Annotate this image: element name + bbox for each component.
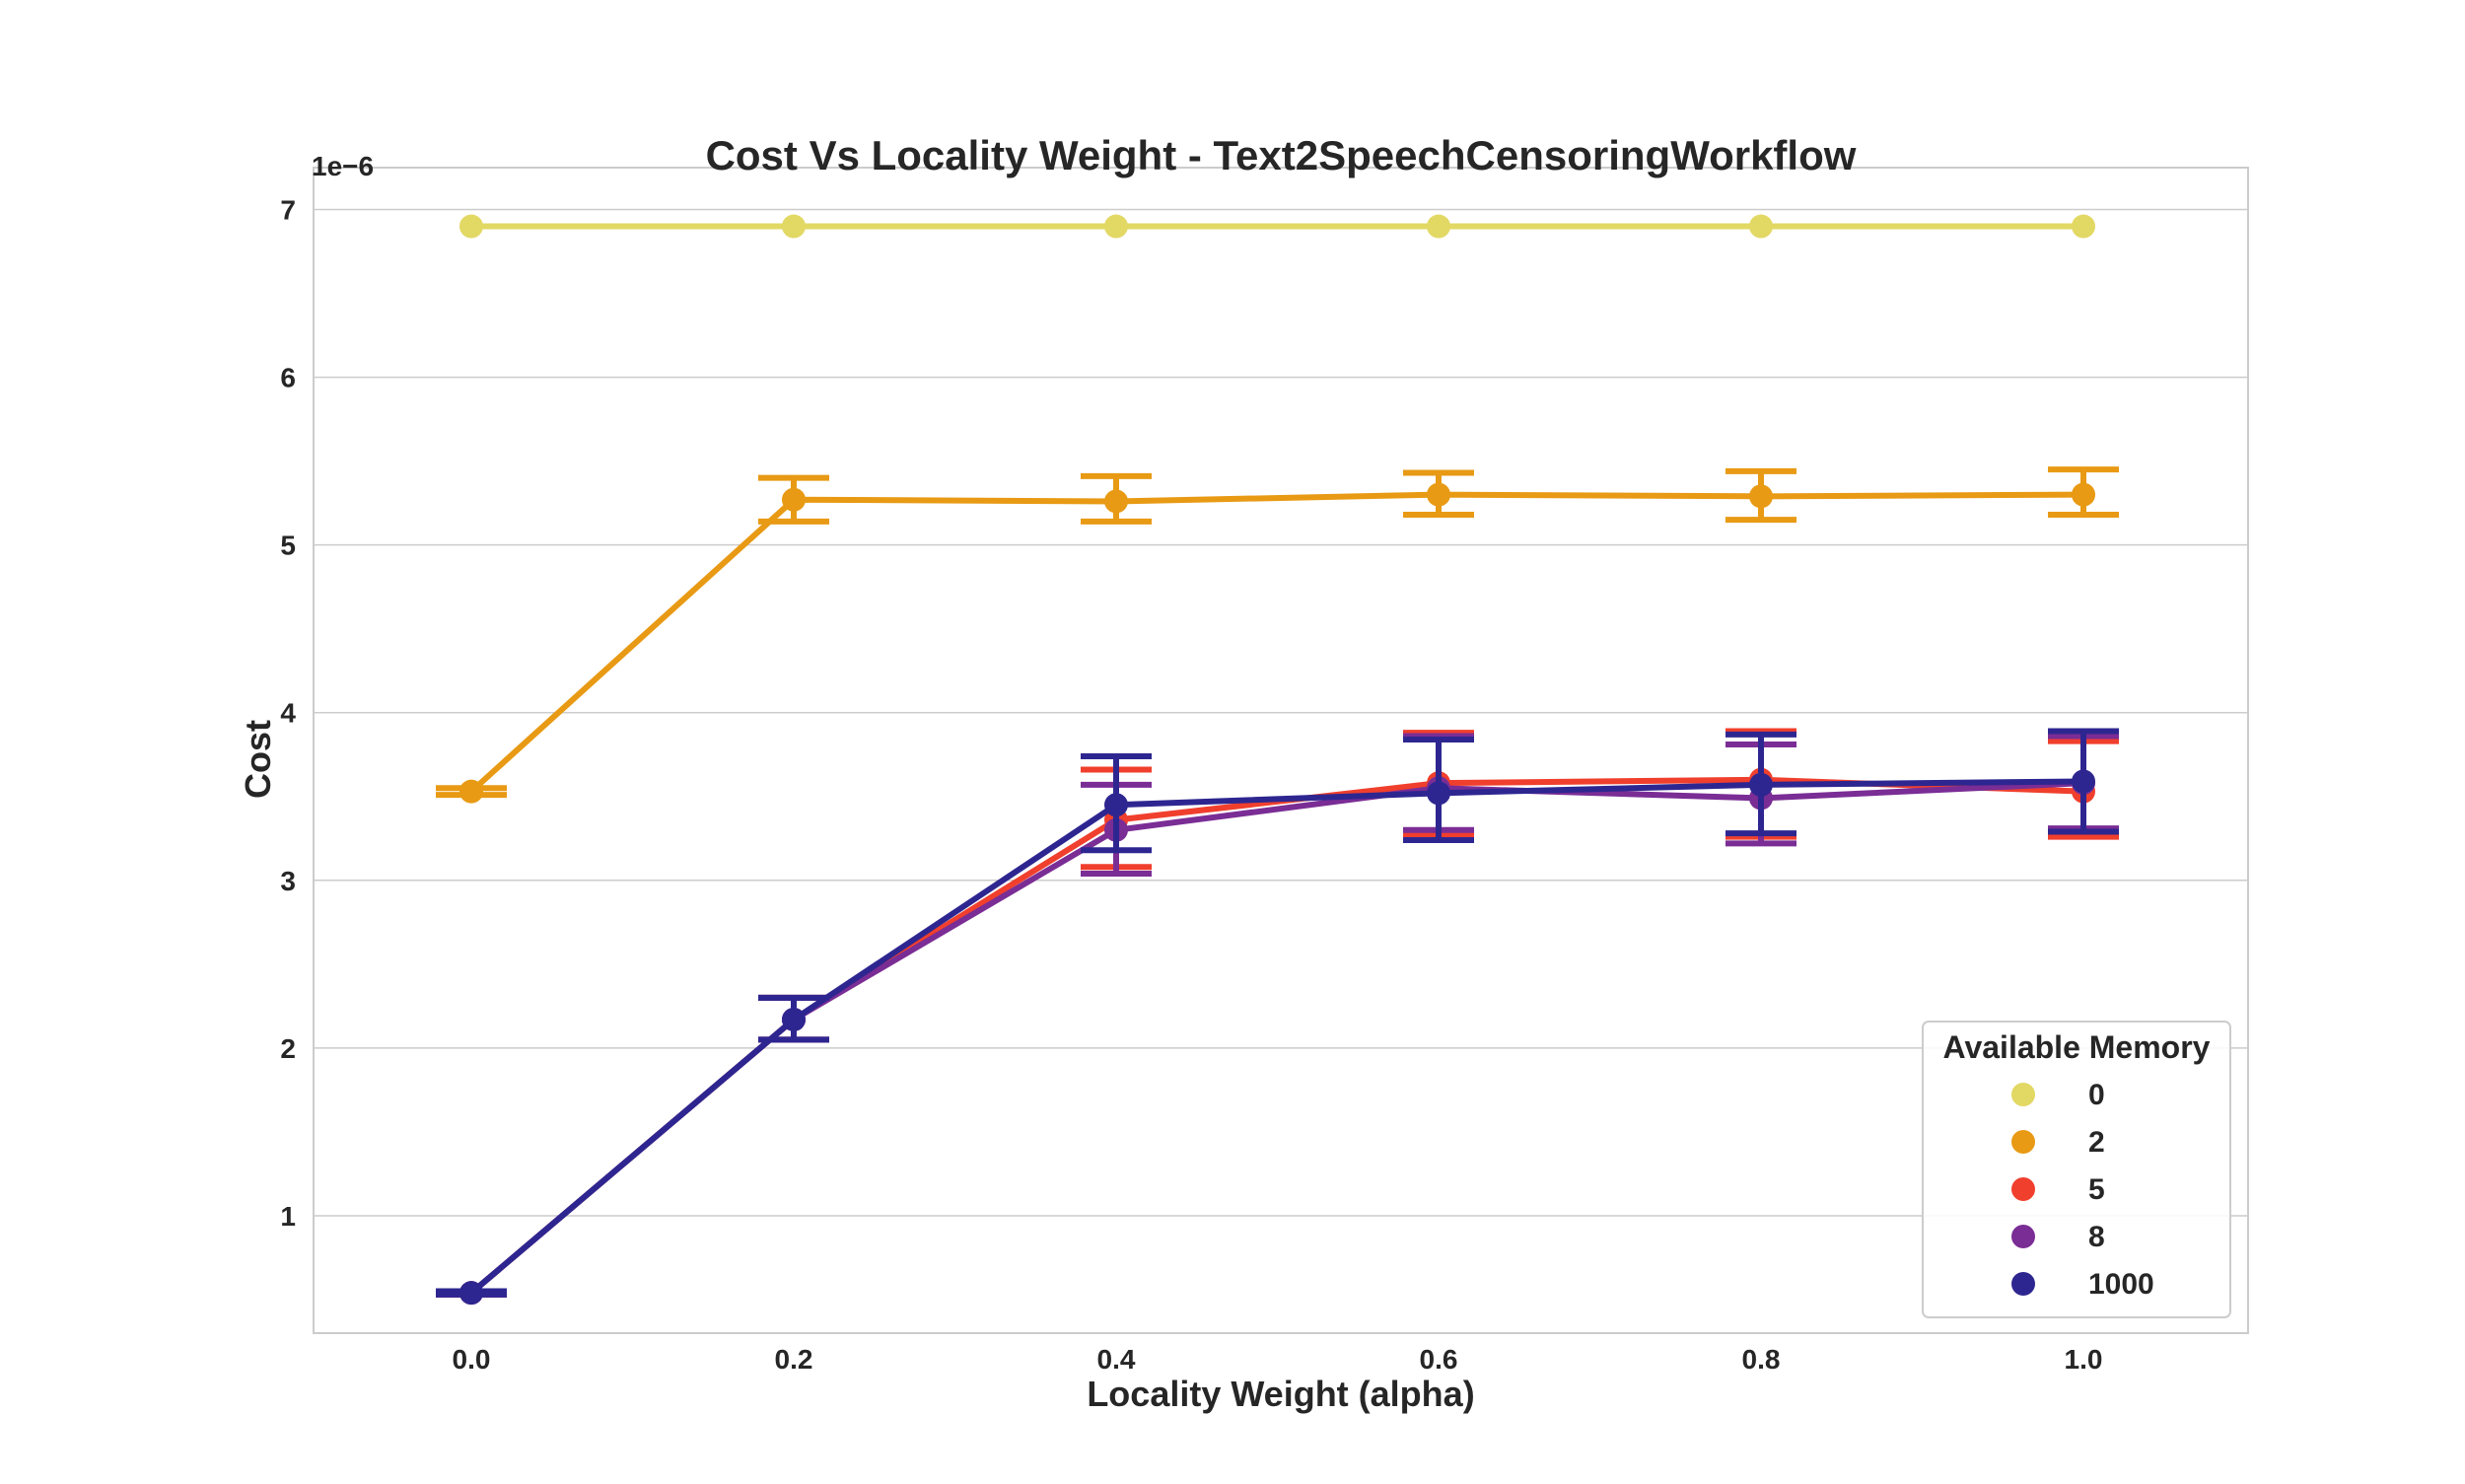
data-point [459, 1281, 483, 1306]
series-8 [436, 733, 2119, 1306]
data-point [1749, 772, 1773, 797]
grid-lines [314, 208, 2248, 1217]
data-point [1427, 214, 1450, 239]
y-tick-label: 1 [280, 1201, 296, 1232]
x-tick-label: 1.0 [2065, 1344, 2103, 1375]
data-point [1104, 214, 1128, 239]
legend: Available Memory 0 2 5 8 1000 [1922, 1021, 2231, 1318]
series-layer [436, 214, 2119, 1306]
series-1000 [436, 728, 2119, 1306]
series-line [468, 491, 2084, 794]
plot-frame [313, 167, 2249, 1334]
data-point [2072, 214, 2095, 239]
data-point [2072, 482, 2095, 507]
legend-marker-1000 [2011, 1272, 2035, 1296]
data-point [2072, 769, 2095, 794]
y-tick-label: 7 [280, 195, 296, 226]
legend-label-1000: 1000 [2088, 1268, 2154, 1301]
x-tick-label: 0.6 [1420, 1344, 1458, 1375]
y-axis-label: Cost [238, 720, 278, 799]
x-axis-label: Locality Weight (alpha) [1087, 1374, 1474, 1414]
x-tick-label: 0.2 [775, 1344, 813, 1375]
data-point [1104, 489, 1128, 514]
data-point [1104, 793, 1128, 817]
series-5 [436, 728, 2119, 1306]
y-tick-label: 6 [280, 363, 296, 393]
legend-items: 0 2 5 8 1000 [2011, 1079, 2154, 1301]
data-point [1427, 482, 1450, 507]
legend-label-5: 5 [2088, 1173, 2105, 1206]
tick-labels: 1 2 3 4 5 6 7 0.0 0.2 0.4 0.6 0.8 1.0 [280, 195, 2102, 1375]
x-tick-label: 0.0 [453, 1344, 491, 1375]
data-point [1749, 214, 1773, 239]
y-tick-label: 2 [280, 1033, 296, 1064]
series-0 [459, 214, 2095, 239]
data-point [1749, 484, 1773, 509]
legend-marker-8 [2011, 1225, 2035, 1248]
data-point [782, 1007, 806, 1031]
data-point [1427, 781, 1450, 806]
legend-label-8: 8 [2088, 1221, 2105, 1253]
data-point [459, 779, 483, 804]
data-point [782, 487, 806, 512]
series-2 [436, 466, 2119, 804]
legend-marker-0 [2011, 1083, 2035, 1106]
y-scale-label: 1e−6 [312, 151, 374, 181]
legend-frame [1922, 1021, 2231, 1318]
legend-label-0: 0 [2088, 1079, 2105, 1111]
legend-marker-5 [2011, 1177, 2035, 1201]
data-point [782, 214, 806, 239]
legend-label-2: 2 [2088, 1126, 2105, 1159]
x-tick-label: 0.4 [1097, 1344, 1136, 1375]
legend-title: Available Memory [1943, 1029, 2211, 1065]
y-tick-label: 3 [280, 866, 296, 896]
y-tick-label: 4 [280, 698, 296, 729]
series-line [469, 778, 2084, 1296]
chart-title: Cost Vs Locality Weight - Text2SpeechCen… [706, 132, 1857, 178]
y-tick-label: 5 [280, 530, 296, 561]
legend-marker-2 [2011, 1130, 2035, 1154]
data-point [459, 214, 483, 239]
x-tick-label: 0.8 [1742, 1344, 1781, 1375]
